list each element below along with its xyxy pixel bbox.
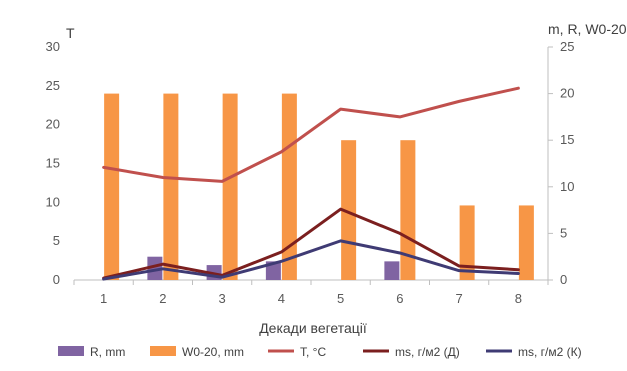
y-left-tick-label: 25 [46,78,60,93]
legend-label-0: R, mm [90,345,125,359]
legend-label-2: T, °С [300,345,326,359]
y-right-tick-label: 25 [560,39,574,54]
x-tick-label: 3 [219,291,226,306]
bar-w-4 [281,93,297,280]
lines-layer [102,86,520,281]
x-axis-title: Декади вегетації [259,320,367,336]
legend-label-4: ms, г/м2 (К) [518,345,582,359]
x-tick-label: 1 [100,291,107,306]
series-line-0 [102,86,520,183]
legend-label-1: W0-20, mm [182,345,244,359]
x-tick-label: 4 [278,291,285,306]
y-left-tick-label: 5 [53,233,60,248]
bar-w-3 [222,93,238,280]
bar-r-2 [147,256,163,280]
bar-w-7 [459,205,475,280]
legend-swatch-0 [58,346,84,356]
y-right-tick-label: 0 [560,272,567,287]
legend-swatch-1 [150,346,176,356]
bar-w-6 [400,140,416,280]
x-tick-label: 8 [515,291,522,306]
x-tick-label: 6 [396,291,403,306]
bar-w-1 [104,93,120,280]
y-left-tick-label: 10 [46,194,60,209]
series-line-1 [102,207,520,280]
ticks-layer: 0 5 10 15 20 25 30 0 5 10 15 20 25 1 2 3 4 5 6 7 8 [46,39,575,306]
bar-w-8 [518,205,534,280]
y-left-tick-label: 0 [53,272,60,287]
bar-w-5 [341,140,357,280]
y-axis-left-title: T [66,25,75,41]
legend: R, mm W0-20, mm T, °С ms, г/м2 (Д) ms, г/м2 … [58,345,582,359]
y-left-tick-label: 30 [46,39,60,54]
bars-layer [104,93,534,280]
y-right-tick-label: 10 [560,179,574,194]
y-right-tick-label: 5 [560,225,567,240]
y-axis-right-title: m, R, W0-20 [548,21,627,37]
bar-r-6 [384,261,400,280]
x-tick-label: 7 [456,291,463,306]
y-right-tick-label: 15 [560,132,574,147]
series-line-2 [102,239,520,281]
x-tick-label: 2 [159,291,166,306]
x-tick-label: 5 [337,291,344,306]
legend-label-3: ms, г/м2 (Д) [395,345,460,359]
y-left-tick-label: 20 [46,117,60,132]
bar-w-2 [163,93,179,280]
y-left-tick-label: 15 [46,156,60,171]
y-right-tick-label: 20 [560,86,574,101]
